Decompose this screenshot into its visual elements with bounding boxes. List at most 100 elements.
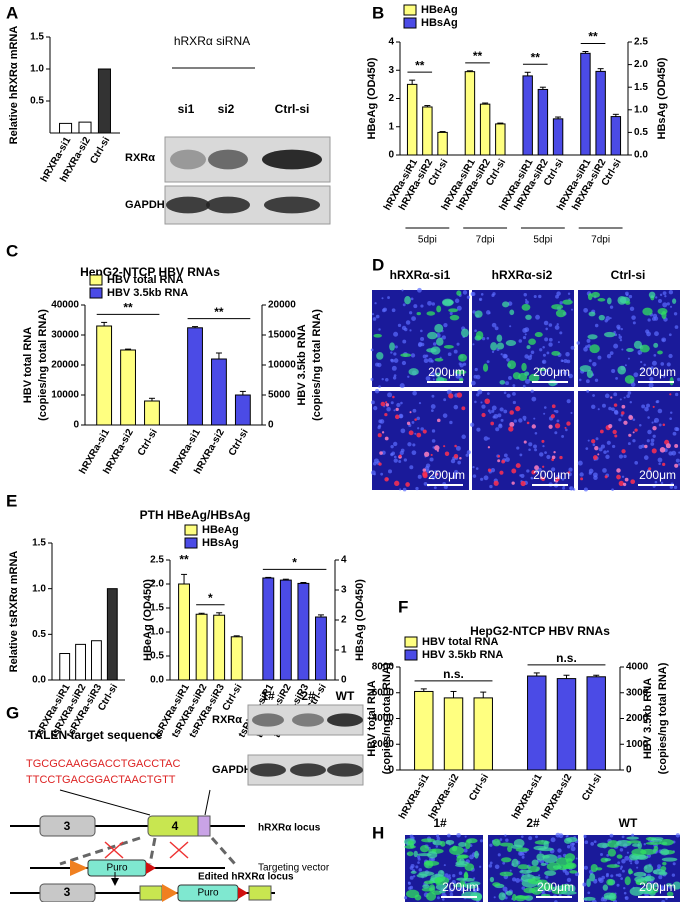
bar xyxy=(522,75,533,156)
signal xyxy=(373,333,382,338)
signal xyxy=(448,393,454,399)
signal xyxy=(534,465,539,471)
signal xyxy=(518,372,528,381)
nucleus xyxy=(474,400,477,404)
zoom-line xyxy=(59,789,151,816)
tick-label: 0 xyxy=(388,765,394,776)
nucleus xyxy=(669,411,673,414)
tick-label: 8000 xyxy=(372,662,395,673)
signal xyxy=(665,882,673,887)
nucleus xyxy=(476,887,480,892)
signal xyxy=(378,462,382,466)
nucleus xyxy=(666,362,671,367)
axis-label: Relative hRXRα mRNA xyxy=(8,26,20,145)
signal xyxy=(385,401,388,404)
signal xyxy=(434,323,444,333)
signal xyxy=(624,477,629,482)
nucleus xyxy=(456,305,462,311)
signal xyxy=(435,337,444,346)
nucleus xyxy=(586,389,590,393)
tick-label: 30000 xyxy=(51,330,79,341)
signal xyxy=(459,880,466,887)
nucleus xyxy=(494,326,499,331)
signal xyxy=(639,344,650,353)
panel-letter: H xyxy=(372,823,384,842)
nucleus xyxy=(522,415,527,420)
band xyxy=(208,149,248,170)
nucleus xyxy=(660,481,664,485)
axis-label: HBsAg (OD450) xyxy=(354,579,366,661)
signal xyxy=(509,309,515,316)
nucleus xyxy=(505,457,510,462)
signal xyxy=(515,463,521,469)
signal xyxy=(408,368,419,376)
tick-label: 3 xyxy=(341,585,347,596)
significance: ** xyxy=(214,305,224,319)
nucleus xyxy=(485,310,491,315)
significance: ** xyxy=(123,301,133,315)
signal xyxy=(422,471,428,477)
signal xyxy=(492,838,501,847)
axis-label: HBeAg (OD450) xyxy=(142,579,154,661)
nucleus xyxy=(374,388,380,394)
nucleus xyxy=(459,363,464,368)
signal xyxy=(589,873,596,882)
bar xyxy=(479,103,491,156)
signal xyxy=(413,850,418,858)
signal xyxy=(586,369,593,379)
nucleus xyxy=(674,426,679,432)
tick-label: 1.0 xyxy=(32,583,46,594)
signal xyxy=(630,479,636,485)
nucleus xyxy=(456,833,461,838)
nucleus xyxy=(621,835,625,839)
nucleus xyxy=(409,885,414,890)
signal xyxy=(624,375,635,384)
nucleus xyxy=(494,864,500,870)
group-label: 5dpi xyxy=(418,235,437,246)
signal xyxy=(587,334,598,340)
nucleus xyxy=(634,461,639,465)
nucleus xyxy=(427,300,432,306)
signal xyxy=(455,863,468,868)
signal xyxy=(406,851,414,857)
band xyxy=(262,149,322,170)
nucleus xyxy=(575,857,578,860)
nucleus xyxy=(381,297,384,300)
signal xyxy=(595,867,603,871)
nucleus xyxy=(523,418,526,421)
nucleus xyxy=(559,301,563,305)
nucleus xyxy=(478,297,483,302)
nucleus xyxy=(420,329,423,333)
signal xyxy=(597,298,606,302)
legend-label: HBV total RNA xyxy=(422,636,498,648)
nucleus xyxy=(662,302,668,308)
signal xyxy=(652,425,657,431)
nucleus xyxy=(624,855,630,861)
lox-site xyxy=(162,884,178,902)
nucleus xyxy=(666,302,670,306)
bar xyxy=(59,122,73,134)
nucleus xyxy=(457,460,461,465)
nucleus xyxy=(668,290,674,295)
bar xyxy=(414,690,434,771)
nucleus xyxy=(668,333,672,337)
nucleus xyxy=(409,311,413,315)
nucleus xyxy=(502,353,508,359)
nucleus xyxy=(466,295,471,299)
signal xyxy=(604,475,608,479)
nucleus xyxy=(502,886,508,892)
nucleus xyxy=(441,892,446,897)
signal xyxy=(604,858,611,862)
tick-label: 0 xyxy=(626,765,632,776)
nucleus xyxy=(531,396,537,402)
signal xyxy=(638,887,654,895)
signal xyxy=(526,345,531,349)
nucleus xyxy=(606,854,610,857)
nucleus xyxy=(619,398,622,401)
nucleus xyxy=(533,294,537,299)
signal xyxy=(416,432,422,438)
nucleus xyxy=(417,427,420,430)
signal xyxy=(608,424,613,429)
nucleus xyxy=(393,331,399,337)
signal xyxy=(672,881,680,890)
